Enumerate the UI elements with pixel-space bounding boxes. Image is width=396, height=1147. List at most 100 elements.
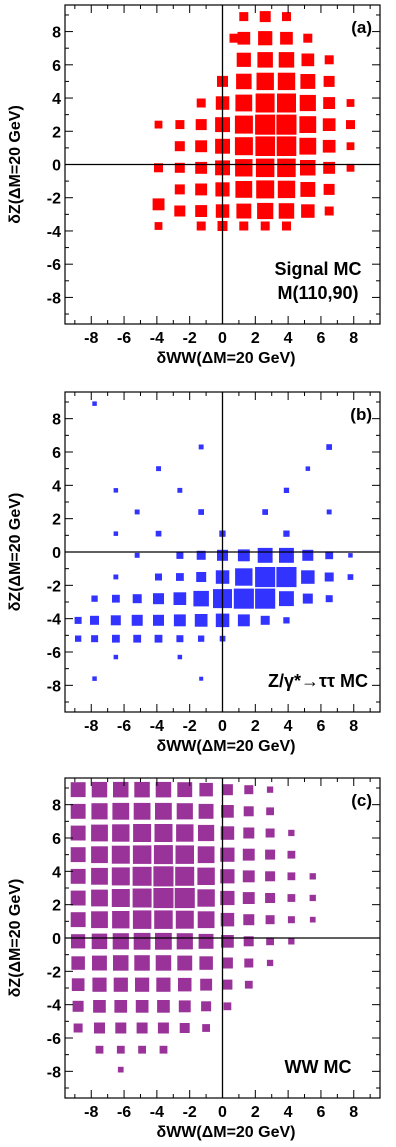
bin-box — [132, 910, 152, 929]
bin-box — [114, 1000, 128, 1013]
bin-box — [70, 912, 86, 928]
bin-box — [70, 803, 86, 819]
bin-box — [71, 934, 86, 949]
bin-box — [131, 614, 143, 626]
bin-box — [266, 807, 274, 816]
bin-box — [346, 163, 355, 172]
bin-box — [152, 198, 165, 211]
bin-box — [195, 183, 208, 196]
bin-box — [258, 31, 273, 46]
bin-box — [112, 634, 120, 643]
bin-box — [283, 487, 290, 493]
bin-box — [326, 509, 332, 515]
bin-box — [229, 33, 239, 43]
bin-box — [159, 1045, 168, 1054]
bin-box — [176, 573, 184, 581]
y-tick-label: -6 — [47, 257, 61, 274]
bin-box — [235, 181, 253, 198]
bin-box — [325, 551, 334, 560]
bin-box — [255, 136, 275, 156]
bin-box — [243, 806, 254, 817]
y-tick-label: -4 — [47, 224, 61, 241]
bin-box — [265, 915, 275, 925]
bin-box — [71, 956, 85, 970]
x-tick-label: -4 — [150, 330, 164, 347]
y-tick-label: -4 — [47, 612, 61, 629]
bin-box — [237, 549, 250, 562]
bin-box — [154, 163, 163, 173]
bin-box — [111, 889, 130, 907]
bin-box — [156, 977, 171, 992]
bin-box — [198, 635, 205, 642]
bin-box — [91, 889, 108, 907]
bin-box — [299, 116, 317, 133]
bin-box — [255, 567, 276, 588]
bin-box — [323, 161, 336, 174]
bin-box — [266, 786, 274, 793]
bin-box — [237, 614, 250, 627]
bin-box — [132, 594, 142, 604]
bin-box — [116, 1045, 125, 1054]
y-tick-label: -2 — [47, 191, 61, 208]
bin-box — [175, 910, 194, 929]
bin-box — [234, 137, 253, 156]
bin-box — [176, 824, 194, 842]
bin-box — [198, 444, 204, 450]
y-tick-label: -6 — [47, 1031, 61, 1048]
bin-box — [193, 590, 209, 607]
bin-box — [197, 867, 215, 885]
y-tick-label: -8 — [47, 1064, 61, 1081]
bin-box — [138, 1045, 146, 1054]
bin-box — [132, 888, 152, 908]
bin-box — [95, 1045, 104, 1054]
bin-box — [256, 180, 275, 199]
bin-box — [324, 206, 334, 216]
y-tick-label: -8 — [47, 290, 61, 307]
y-axis-title: δZ(ΔM=20 GeV) — [7, 493, 24, 612]
bin-box — [244, 980, 253, 989]
bin-box — [243, 914, 255, 926]
y-tick-label: 2 — [52, 124, 61, 141]
bin-box — [265, 849, 276, 860]
bin-box — [112, 802, 130, 820]
bin-box — [220, 826, 235, 840]
bin-box — [178, 977, 192, 992]
bin-box — [155, 530, 162, 537]
bin-box — [324, 55, 334, 65]
bin-box — [257, 202, 274, 220]
bin-box — [233, 588, 254, 609]
panel-label: (b) — [350, 405, 372, 424]
bin-box — [92, 401, 97, 406]
bin-box — [177, 782, 193, 798]
x-tick-label: -2 — [183, 718, 197, 735]
bin-box — [243, 936, 254, 947]
bin-box — [91, 824, 108, 842]
bin-box — [287, 872, 296, 881]
bin-box — [91, 635, 99, 643]
x-tick-label: 4 — [284, 718, 293, 735]
x-tick-label: 4 — [284, 1104, 293, 1121]
bin-box — [257, 547, 273, 563]
bin-box — [133, 634, 142, 643]
y-tick-label: -6 — [47, 645, 61, 662]
bin-box — [244, 958, 254, 968]
bin-box — [198, 509, 204, 515]
bin-box — [113, 488, 119, 493]
bin-box — [260, 221, 270, 231]
y-tick-label: 8 — [52, 798, 61, 815]
bin-box — [276, 114, 297, 135]
panel-annotation: WW MC — [285, 1057, 352, 1077]
bin-box — [348, 553, 353, 558]
bin-box — [223, 1002, 232, 1011]
bin-box — [154, 120, 163, 129]
bin-box — [90, 615, 99, 625]
bin-box — [174, 162, 185, 173]
bin-box — [288, 938, 295, 945]
bin-box — [155, 802, 172, 820]
bin-box — [302, 593, 313, 604]
x-tick-label: 8 — [349, 330, 358, 347]
x-tick-label: 2 — [251, 330, 260, 347]
bin-box — [201, 1001, 212, 1012]
panel-label: (c) — [351, 791, 372, 810]
